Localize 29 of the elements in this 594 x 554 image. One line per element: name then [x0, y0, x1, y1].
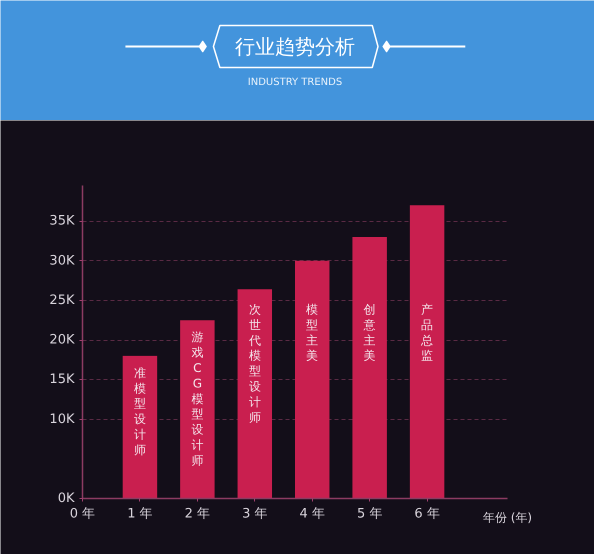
annotation: 创意主美 — [362, 302, 376, 363]
y-tick-label: 0K — [58, 491, 75, 506]
chart-subtitle: INDUSTRY TRENDS — [248, 77, 342, 88]
y-tick-label: 10K — [49, 412, 75, 427]
text: 游戏CG模型设计师 — [191, 330, 204, 468]
x-tick-label: 2 年 — [184, 506, 210, 522]
bar — [410, 205, 444, 498]
x-axis-title: 年份 (年) — [482, 510, 532, 524]
annotation: 模型主美 — [306, 302, 318, 363]
x-tick-label: 4 年 — [300, 506, 325, 522]
y-tick-label: 25K — [49, 292, 75, 308]
x-tick-label: 6 年 — [414, 506, 440, 522]
chart-title: 行业趋势分析 — [235, 34, 355, 58]
bar — [352, 237, 387, 498]
y-tick-label: 20K — [49, 332, 75, 348]
annotation: 产品总监 — [420, 302, 434, 363]
bar — [238, 289, 272, 498]
y-tick-label: 15K — [49, 372, 75, 388]
bar — [180, 320, 215, 498]
x-tick-label: 5 年 — [356, 506, 382, 522]
x-tick-label: 3 年 — [242, 506, 268, 522]
y-tick-label: 30K — [49, 253, 75, 268]
x-tick-label: 1 年 — [127, 506, 153, 522]
annotation: 准模型设计师 — [134, 366, 146, 457]
annotation: 次世代模型设计师 — [248, 302, 261, 424]
bar — [295, 260, 330, 498]
y-tick-label: 35K — [49, 214, 75, 229]
bar — [122, 356, 158, 498]
x-tick-label: 0 年 — [70, 506, 96, 522]
